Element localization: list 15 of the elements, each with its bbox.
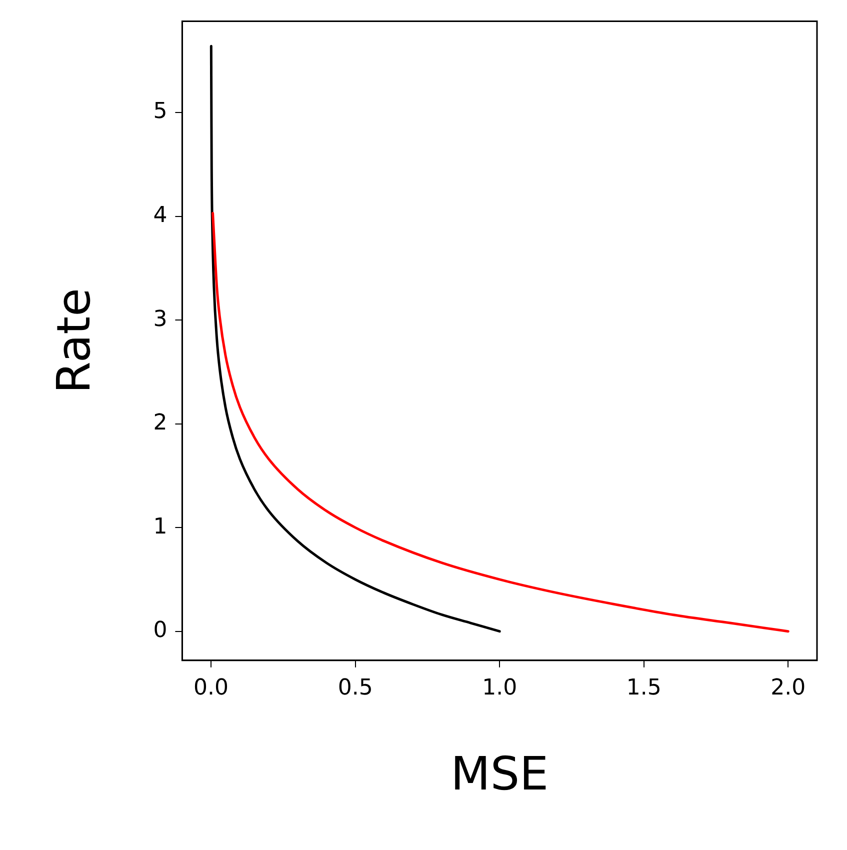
y-tick-label: 4 xyxy=(153,203,168,228)
y-axis-title: Rate xyxy=(46,288,101,394)
x-axis-title: MSE xyxy=(450,746,549,800)
line-series xyxy=(210,44,501,633)
x-tick-label: 2.0 xyxy=(770,675,806,700)
x-tick-label: 0.5 xyxy=(338,675,373,700)
y-tick-label: 2 xyxy=(153,410,168,436)
y-tick-label: 3 xyxy=(153,306,168,332)
line-series xyxy=(212,212,790,633)
x-tick-label: 1.5 xyxy=(626,675,662,700)
x-tick-label: 1.0 xyxy=(482,675,518,700)
y-tick-label: 0 xyxy=(153,618,168,644)
x-tick-label: 0.0 xyxy=(194,675,229,700)
y-tick-label: 1 xyxy=(153,514,168,540)
y-tick-label: 5 xyxy=(153,99,168,124)
